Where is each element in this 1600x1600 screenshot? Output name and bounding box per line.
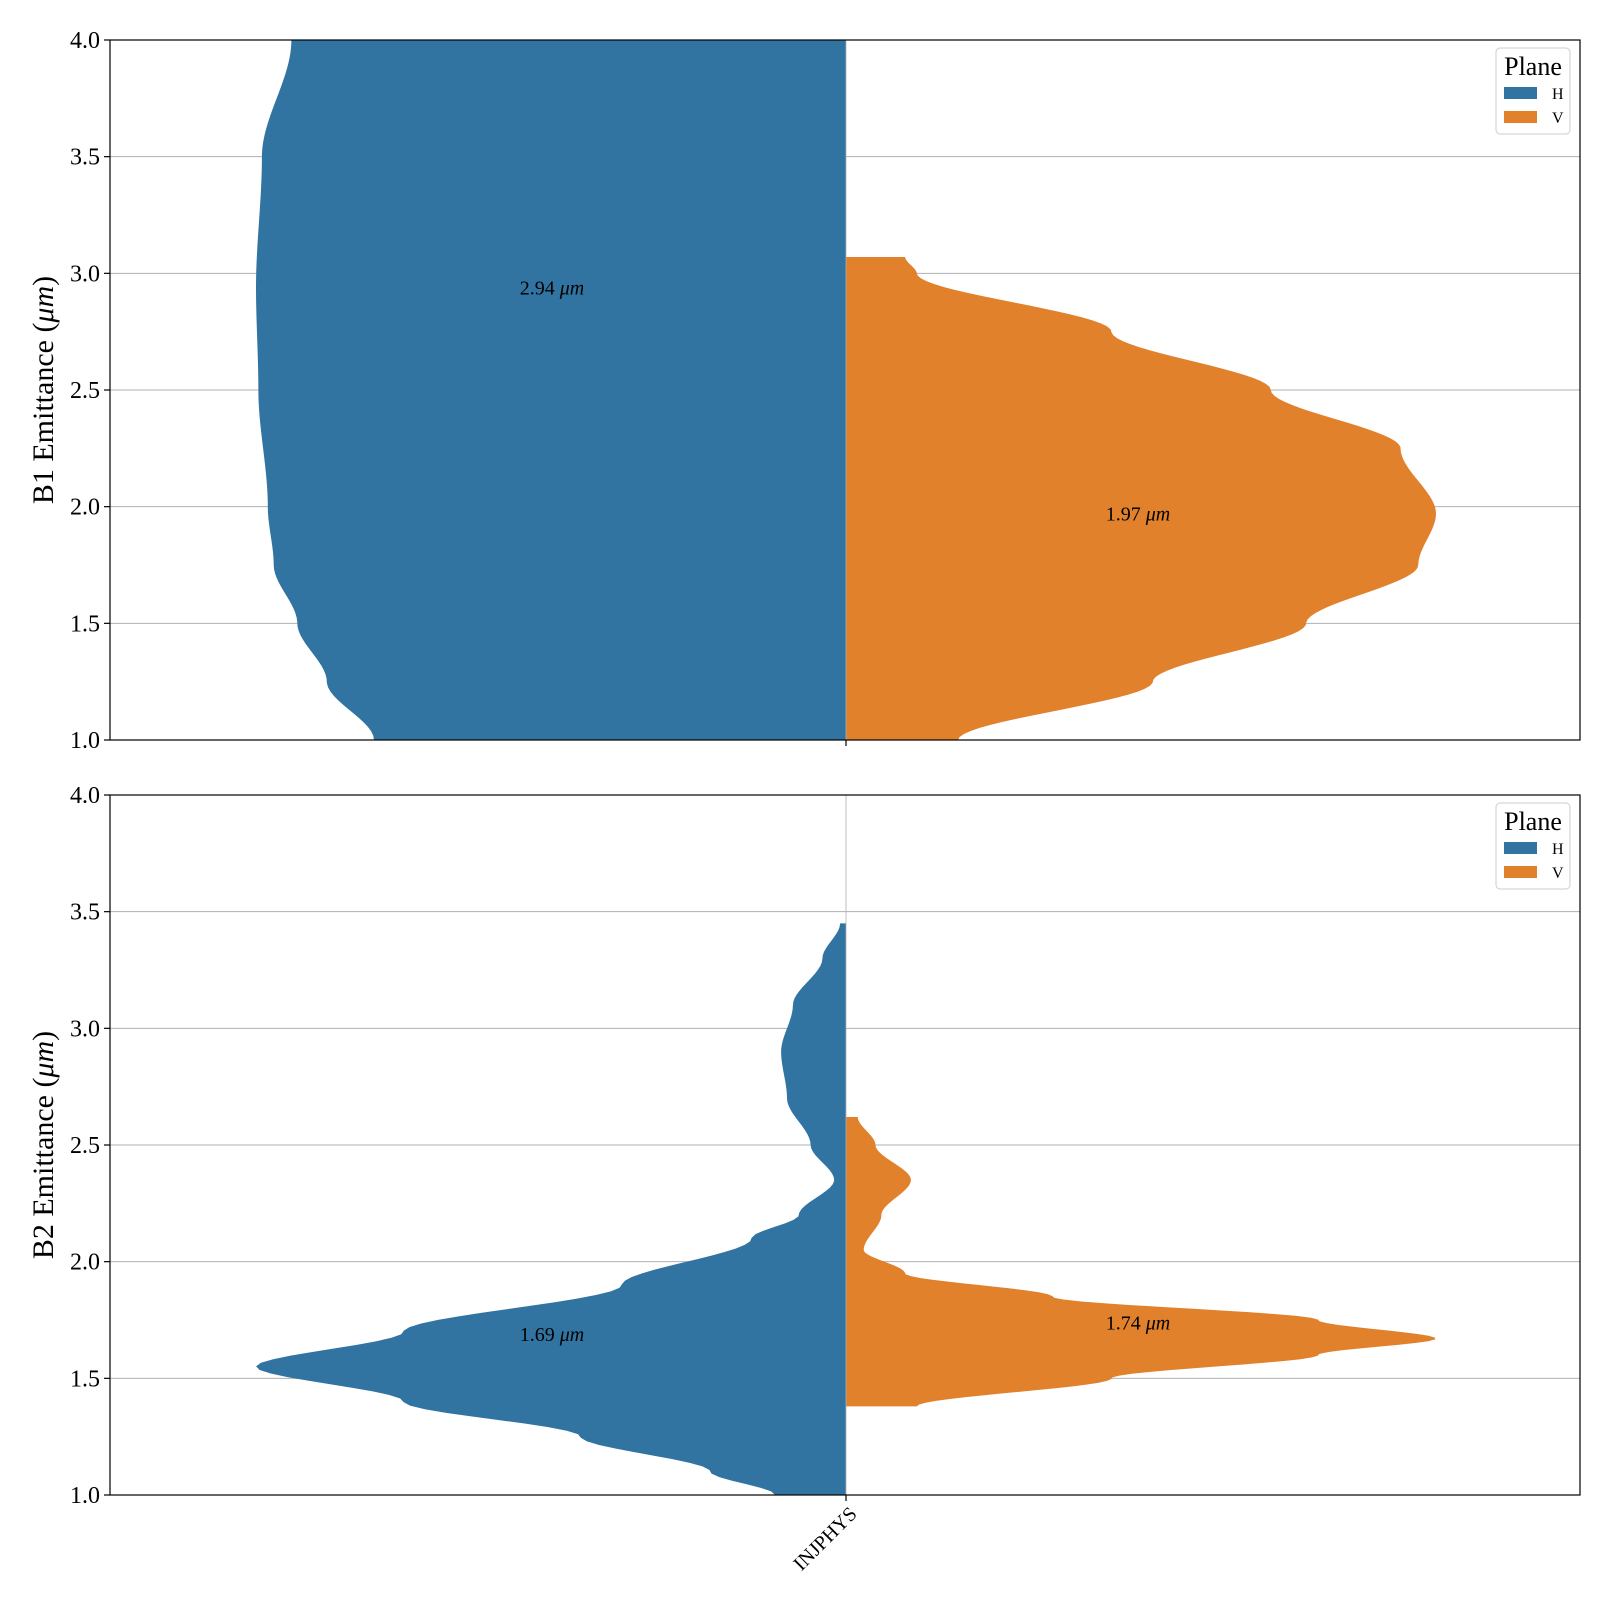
y-tick-label: 2.0 bbox=[70, 1250, 100, 1276]
y-tick-label: 2.5 bbox=[70, 1133, 100, 1159]
y-tick-label: 2.5 bbox=[70, 378, 100, 404]
y-tick-label: 4.0 bbox=[70, 28, 100, 54]
legend-label-h: H bbox=[1552, 841, 1564, 858]
y-tick-label: 1.0 bbox=[70, 1483, 100, 1509]
y-axis-label: B2 Emittance (μm) bbox=[27, 1031, 60, 1259]
y-tick-label: 3.0 bbox=[70, 261, 100, 287]
y-tick-label: 1.5 bbox=[70, 1366, 100, 1392]
violins bbox=[256, 40, 1436, 740]
y-tick-label: 1.0 bbox=[70, 728, 100, 754]
chart-b2-panel: 1.0 1.5 2.0 2.5 3.0 3.5 4.0 INJPHYS 1.69 μm 1.7… bbox=[27, 783, 1581, 1575]
violin-v bbox=[846, 257, 1436, 740]
y-tick-label: 3.5 bbox=[70, 900, 100, 926]
legend-swatch-h bbox=[1504, 87, 1537, 99]
legend-title: Plane bbox=[1504, 52, 1562, 81]
median-annotations: 2.94 μm 1.97 μm bbox=[520, 277, 1170, 525]
legend-label-v: V bbox=[1552, 110, 1564, 127]
legend-swatch-v bbox=[1504, 866, 1537, 878]
median-label-v: 1.97 μm bbox=[1106, 504, 1170, 526]
legend: Plane HV bbox=[1495, 47, 1571, 135]
y-tick-label: 1.5 bbox=[70, 611, 100, 637]
y-ticks: 1.0 1.5 2.0 2.5 3.0 3.5 4.0 bbox=[70, 28, 110, 754]
violin-v bbox=[846, 1117, 1436, 1407]
violins bbox=[256, 795, 1436, 1495]
legend-swatch-v bbox=[1504, 111, 1537, 123]
median-label-h: 2.94 μm bbox=[520, 277, 584, 299]
y-tick-label: 3.0 bbox=[70, 1016, 100, 1042]
median-label-v: 1.74 μm bbox=[1106, 1312, 1170, 1334]
legend-swatch-h bbox=[1504, 842, 1537, 854]
legend-label-v: V bbox=[1552, 865, 1564, 882]
legend-label-h: H bbox=[1552, 86, 1564, 103]
y-axis-label: B1 Emittance (μm) bbox=[27, 276, 60, 504]
y-tick-label: 4.0 bbox=[70, 783, 100, 809]
y-tick-label: 3.5 bbox=[70, 145, 100, 171]
median-annotations: 1.69 μm 1.74 μm bbox=[520, 1312, 1170, 1346]
median-label-h: 1.69 μm bbox=[520, 1324, 584, 1346]
x-ticks: INJPHYS bbox=[789, 1495, 862, 1575]
legend: Plane HV bbox=[1495, 802, 1571, 890]
y-tick-label: 2.0 bbox=[70, 495, 100, 521]
chart-b1-panel: 1.0 1.5 2.0 2.5 3.0 3.5 4.0 2.94 μm 1.97 μm B1 … bbox=[27, 28, 1581, 754]
violin-h bbox=[256, 40, 846, 740]
x-tick-label: INJPHYS bbox=[789, 1503, 861, 1575]
violin-h bbox=[256, 923, 847, 1495]
legend-title: Plane bbox=[1504, 807, 1562, 836]
y-ticks: 1.0 1.5 2.0 2.5 3.0 3.5 4.0 bbox=[70, 783, 110, 1509]
